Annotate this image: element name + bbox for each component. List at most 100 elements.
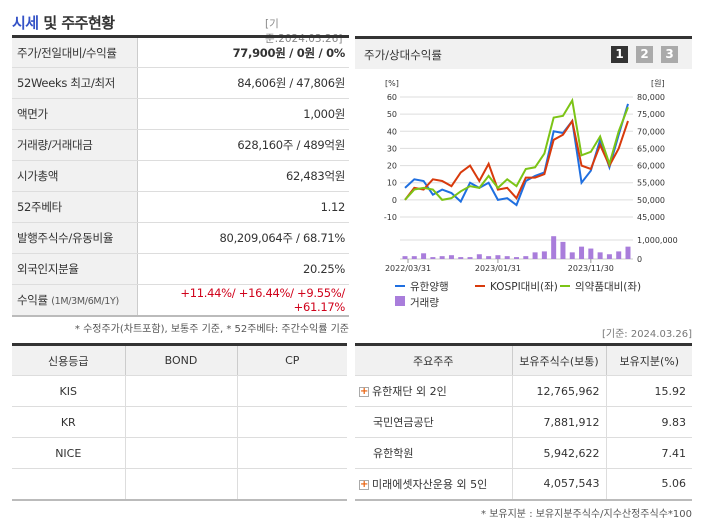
volume-bar (486, 256, 492, 259)
holders-as-of: [기준: 2024.03.26] (601, 329, 692, 340)
stat-label: 수익률 (1M/3M/6M/1Y) (12, 284, 138, 316)
table-cell (125, 375, 238, 407)
price-chart: [%] [원] 60 80,000 50 75,000 40 70,000 30 65,000 20… (384, 79, 678, 309)
left-tick-label: 60 (387, 93, 397, 102)
volume-bar (514, 257, 519, 259)
chart-page-1-button[interactable]: 1 (611, 46, 628, 63)
volume-bar (448, 255, 454, 259)
expand-plus-icon[interactable]: + (359, 478, 369, 490)
table-row: 유한학원 5,942,622 7.41 (355, 437, 692, 469)
stats-table: 주가/전일대비/수익률 77,900원 / 0원 / 0% 52Weeks 최고/최… (12, 35, 349, 317)
right-tick-label: 50,000 (637, 196, 665, 205)
table-cell (237, 468, 347, 500)
credit-rating-table: 신용등급 BOND CP KIS KR NICE (12, 343, 347, 501)
legend-label: 거래량 (410, 297, 439, 309)
pct-cell: 15.92 (606, 375, 692, 407)
column-header: CP (237, 344, 347, 376)
legend-label: KOSPI대비(좌) (490, 281, 558, 293)
stats-note: * 수정주가(차트포함), 보통주 기준, * 52주베타: 주간수익률 기준 (74, 324, 349, 335)
column-header: 신용등급 (12, 344, 126, 376)
stat-label: 주가/전일대비/수익률 (12, 36, 138, 68)
holder-name-cell: 유한학원 (355, 437, 513, 469)
table-cell (237, 406, 347, 438)
table-row (12, 468, 347, 500)
holder-name-cell: + 미래에셋자산운용 외 5인 (355, 468, 513, 500)
x-tick-label: 2023/01/31 (475, 264, 521, 273)
table-cell: NICE (12, 437, 126, 469)
stat-value: 62,483억원 (137, 160, 349, 192)
column-header: 주요주주 (355, 344, 513, 376)
volume-tick-label: 1,000,000 (637, 236, 678, 245)
table-cell (237, 375, 347, 407)
table-row: 국민연금공단 7,881,912 9.83 (355, 406, 692, 438)
table-cell: KIS (12, 375, 126, 407)
x-tick-label: 2022/03/31 (385, 264, 431, 273)
column-header: 보유지분(%) (606, 344, 692, 376)
legend-label: 유한양행 (410, 281, 449, 293)
chart-page-3-button[interactable]: 3 (661, 46, 678, 63)
x-tick-label: 2023/11/30 (568, 264, 614, 273)
shares-cell: 7,881,912 (512, 406, 607, 438)
chart-title: 주가/상대수익률 (364, 48, 442, 62)
chart-header: 주가/상대수익률 1 2 3 (355, 39, 692, 69)
stat-value: 1,000원 (137, 98, 349, 130)
volume-bar (569, 252, 575, 259)
stats-row: 52Weeks 최고/최저 84,606원 / 47,806원 (12, 67, 349, 99)
expand-plus-icon[interactable]: + (359, 386, 369, 397)
table-cell (125, 406, 238, 438)
volume-bar (523, 256, 529, 259)
stats-row: 시가총액 62,483억원 (12, 160, 349, 192)
chart-panel: 주가/상대수익률 1 2 3 [%] [원] 60 80,000 50 75,000 40 7… (355, 36, 692, 310)
holder-name-cell: 국민연금공단 (355, 406, 513, 438)
volume-bar (411, 256, 417, 259)
left-tick-label: 20 (387, 162, 397, 171)
column-header: BOND (125, 344, 238, 376)
page-title: 시세 및 주주현황 (12, 14, 115, 32)
stat-value: 628,160주 / 489억원 (137, 129, 349, 161)
stat-label: 외국인지분율 (12, 253, 138, 285)
right-tick-label: 80,000 (637, 93, 665, 102)
volume-bar (467, 257, 473, 259)
stat-value: 1.12 (137, 191, 349, 223)
chart-page-2-button[interactable]: 2 (636, 46, 653, 63)
table-cell: KR (12, 406, 126, 438)
holders-note: * 보유지분 : 보유지분주식수/지수산정주식수*100 (481, 509, 692, 520)
volume-bar (439, 256, 445, 259)
right-tick-label: 45,000 (637, 213, 665, 222)
volume-bar (402, 256, 408, 259)
stat-value: 84,606원 / 47,806원 (137, 67, 349, 99)
volume-bar (588, 248, 594, 259)
volume-bar (476, 254, 482, 259)
stat-label: 거래량/거래대금 (12, 129, 138, 161)
stats-row: 수익률 (1M/3M/6M/1Y) +11.44%/ +16.44%/ +9.55… (12, 284, 349, 316)
volume-bar (551, 236, 557, 259)
series-line-0 (404, 103, 629, 207)
legend-label: 의약품대비(좌) (575, 281, 641, 293)
stat-label: 52주베타 (12, 191, 138, 223)
pct-cell: 5.06 (606, 468, 692, 500)
left-tick-label: 30 (387, 144, 397, 153)
column-header: 보유주식수(보통) (512, 344, 607, 376)
stats-row: 액면가 1,000원 (12, 98, 349, 130)
stat-label: 52Weeks 최고/최저 (12, 67, 138, 99)
right-axis-unit: [원] (651, 79, 665, 88)
shares-cell: 5,942,622 (512, 437, 607, 469)
stats-row: 발행주식수/유동비율 80,209,064주 / 68.71% (12, 222, 349, 254)
major-shareholders-table: 주요주주 보유주식수(보통) 보유지분(%) + 유한재단 외 2인 12,765,… (355, 343, 692, 501)
stats-row: 주가/전일대비/수익률 77,900원 / 0원 / 0% (12, 36, 349, 68)
table-row: + 미래에셋자산운용 외 5인 4,057,543 5.06 (355, 468, 692, 500)
stat-label: 시가총액 (12, 160, 138, 192)
right-tick-label: 55,000 (637, 179, 665, 188)
table-row: KR (12, 406, 347, 438)
right-tick-label: 65,000 (637, 144, 665, 153)
series-line-2 (404, 97, 629, 201)
volume-bar (421, 253, 427, 259)
table-cell (12, 468, 126, 500)
series-line-1 (404, 118, 629, 201)
right-tick-label: 60,000 (637, 162, 665, 171)
volume-tick-label: 0 (637, 255, 642, 264)
pct-cell: 9.83 (606, 406, 692, 438)
volume-bar (560, 241, 566, 259)
left-axis-unit: [%] (385, 79, 399, 88)
right-tick-label: 70,000 (637, 127, 665, 136)
